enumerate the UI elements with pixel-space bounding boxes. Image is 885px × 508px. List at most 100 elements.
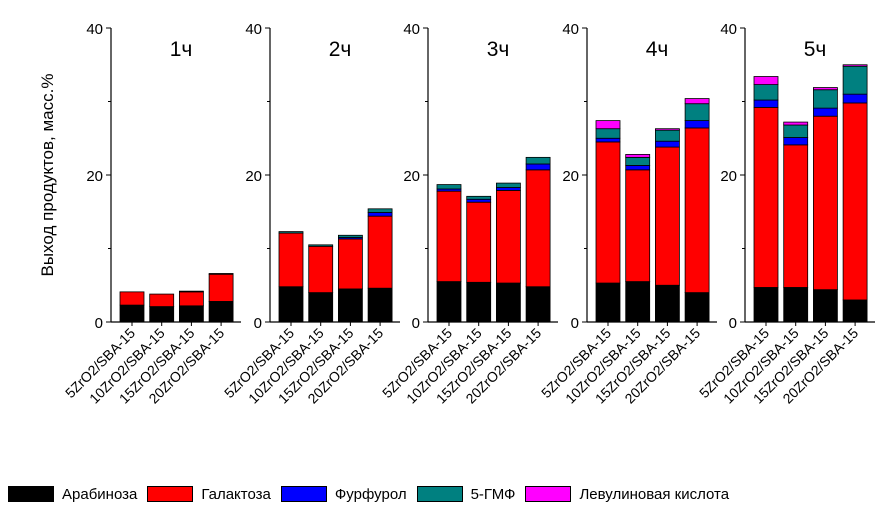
panel-4: 020405ZrO2/SBA-1510ZrO2/SBA-1515ZrO2/SBA… <box>538 21 717 407</box>
bar-segment <box>753 106 779 288</box>
legend-label: Фурфурол <box>334 485 407 503</box>
y-tick-label: 0 <box>95 315 103 332</box>
bar-segment <box>208 301 234 323</box>
y-tick-label: 40 <box>562 21 579 38</box>
y-tick-label: 20 <box>403 168 420 185</box>
bar-segment <box>783 124 809 138</box>
y-tick-label: 0 <box>412 315 420 332</box>
bar-segment <box>813 115 838 291</box>
bar-segment <box>813 89 838 109</box>
bar-segment <box>842 102 868 301</box>
bar-segment <box>655 146 680 286</box>
bar-segment <box>783 121 809 126</box>
bar-segment <box>119 291 145 306</box>
bar-segment <box>119 304 145 323</box>
bar-segment <box>753 99 779 108</box>
bar-segment <box>466 201 492 283</box>
bar-segment <box>783 137 809 146</box>
panel-title: 5ч <box>804 38 827 61</box>
bar-segment <box>495 182 521 188</box>
y-tick-label: 40 <box>403 21 420 38</box>
legend-label: Арабиноза <box>62 485 138 503</box>
bar-segment <box>178 290 204 293</box>
legend-item: 5-ГМФ <box>416 485 516 503</box>
bar-segment <box>525 163 551 171</box>
y-tick-label: 40 <box>245 21 262 38</box>
bar-segment <box>753 76 779 85</box>
bar-segment <box>367 215 393 289</box>
legend-label: Галактоза <box>201 485 271 503</box>
bar-segment <box>684 127 710 293</box>
panel-1: 020405ZrO2/SBA-1510ZrO2/SBA-1515ZrO2/SBA… <box>62 21 241 407</box>
y-tick-label: 40 <box>86 21 103 38</box>
bar-segment <box>178 305 204 323</box>
bar-segment <box>278 232 304 288</box>
bar-segment <box>595 120 621 130</box>
bar-segment <box>436 184 462 190</box>
bar-segment <box>684 98 710 105</box>
bar-segment <box>525 286 551 323</box>
bar-segment <box>655 140 680 148</box>
y-tick-label: 20 <box>86 168 103 185</box>
bar-segment <box>625 156 651 166</box>
legend-swatch <box>416 486 463 502</box>
bar-segment <box>149 293 175 307</box>
bar-segment <box>337 238 363 290</box>
bar-segment <box>525 156 551 165</box>
y-tick-label: 0 <box>571 315 579 332</box>
bar-segment <box>595 128 621 139</box>
bar-segment <box>684 292 710 323</box>
legend-swatch <box>525 486 572 502</box>
bar-segment <box>466 198 492 203</box>
panel-title: 1ч <box>170 38 193 61</box>
bar-segment <box>367 212 393 217</box>
bar-segment <box>813 87 838 91</box>
bar-segment <box>842 65 868 95</box>
bar-segment <box>466 195 492 200</box>
bar-segment <box>842 64 868 67</box>
legend-label: 5-ГМФ <box>470 485 516 503</box>
panel-title: 2ч <box>329 38 352 61</box>
bar-segment <box>495 187 521 191</box>
bar-segment <box>625 281 651 323</box>
legend-label: Левулиновая кислота <box>579 485 730 503</box>
bar-segment <box>436 281 462 323</box>
bar-segment <box>595 141 621 284</box>
bar-segment <box>684 103 710 122</box>
bar-segment <box>625 165 651 171</box>
y-tick-label: 0 <box>254 315 262 332</box>
bar-segment <box>495 282 521 323</box>
bar-segment <box>625 154 651 158</box>
bar-segment <box>149 306 175 323</box>
bar-segment <box>783 144 809 288</box>
bar-segment <box>753 84 779 101</box>
y-tick-label: 0 <box>729 315 737 332</box>
panel-5: 020405ZrO2/SBA-1510ZrO2/SBA-1515ZrO2/SBA… <box>696 21 875 407</box>
bar-segment <box>466 281 492 323</box>
chart-legend: Арабиноза Галактоза Фурфурол 5-ГМФ Левулинов… <box>8 484 739 504</box>
legend-item: Арабиноза <box>8 486 137 503</box>
bar-segment <box>308 244 334 247</box>
bar-segment <box>308 245 334 293</box>
y-tick-label: 20 <box>245 168 262 185</box>
bar-segment <box>525 169 551 288</box>
bar-segment <box>813 289 838 323</box>
y-axis-label: Выход продуктов, масс.% <box>38 74 57 277</box>
panel-3: 020405ZrO2/SBA-1510ZrO2/SBA-1515ZrO2/SBA… <box>379 21 558 407</box>
bar-segment <box>208 273 234 275</box>
bar-segment <box>595 137 621 143</box>
bar-segment <box>278 231 304 234</box>
bar-segment <box>178 291 204 307</box>
legend-item: Галактоза <box>147 486 271 503</box>
bar-segment <box>655 284 680 323</box>
legend-item: Левулиновая кислота <box>525 486 729 503</box>
bar-segment <box>684 120 710 129</box>
bar-segment <box>436 190 462 282</box>
bar-segment <box>337 288 363 323</box>
bar-segment <box>842 299 868 323</box>
bar-segment <box>753 287 779 323</box>
legend-swatch <box>8 486 54 502</box>
bar-segment <box>367 287 393 323</box>
y-tick-label: 40 <box>720 21 737 38</box>
